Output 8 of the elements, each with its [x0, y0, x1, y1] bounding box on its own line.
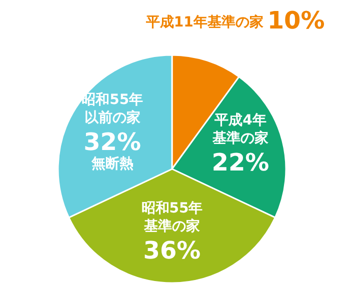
data-label: 36%	[143, 236, 201, 265]
slice-label: 平成4年基準の家	[211, 112, 268, 146]
data-label: 10%	[267, 6, 325, 34]
data-label: 32%	[84, 128, 142, 156]
text: 無断熱	[91, 156, 134, 172]
slice-label: 昭和55年基準の家	[141, 200, 203, 235]
slice-label: 平成11年基準の家	[144, 13, 264, 30]
data-label: 22%	[212, 148, 270, 176]
